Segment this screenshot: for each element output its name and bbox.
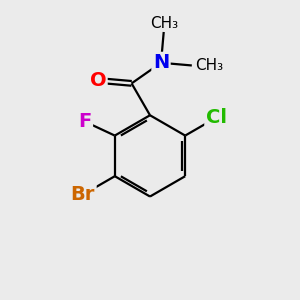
Text: CH₃: CH₃ xyxy=(195,58,223,73)
Text: Cl: Cl xyxy=(206,108,227,127)
Text: CH₃: CH₃ xyxy=(150,16,178,31)
Text: N: N xyxy=(153,53,169,72)
Text: F: F xyxy=(78,112,92,131)
Text: O: O xyxy=(90,71,106,90)
Text: Br: Br xyxy=(71,185,95,204)
